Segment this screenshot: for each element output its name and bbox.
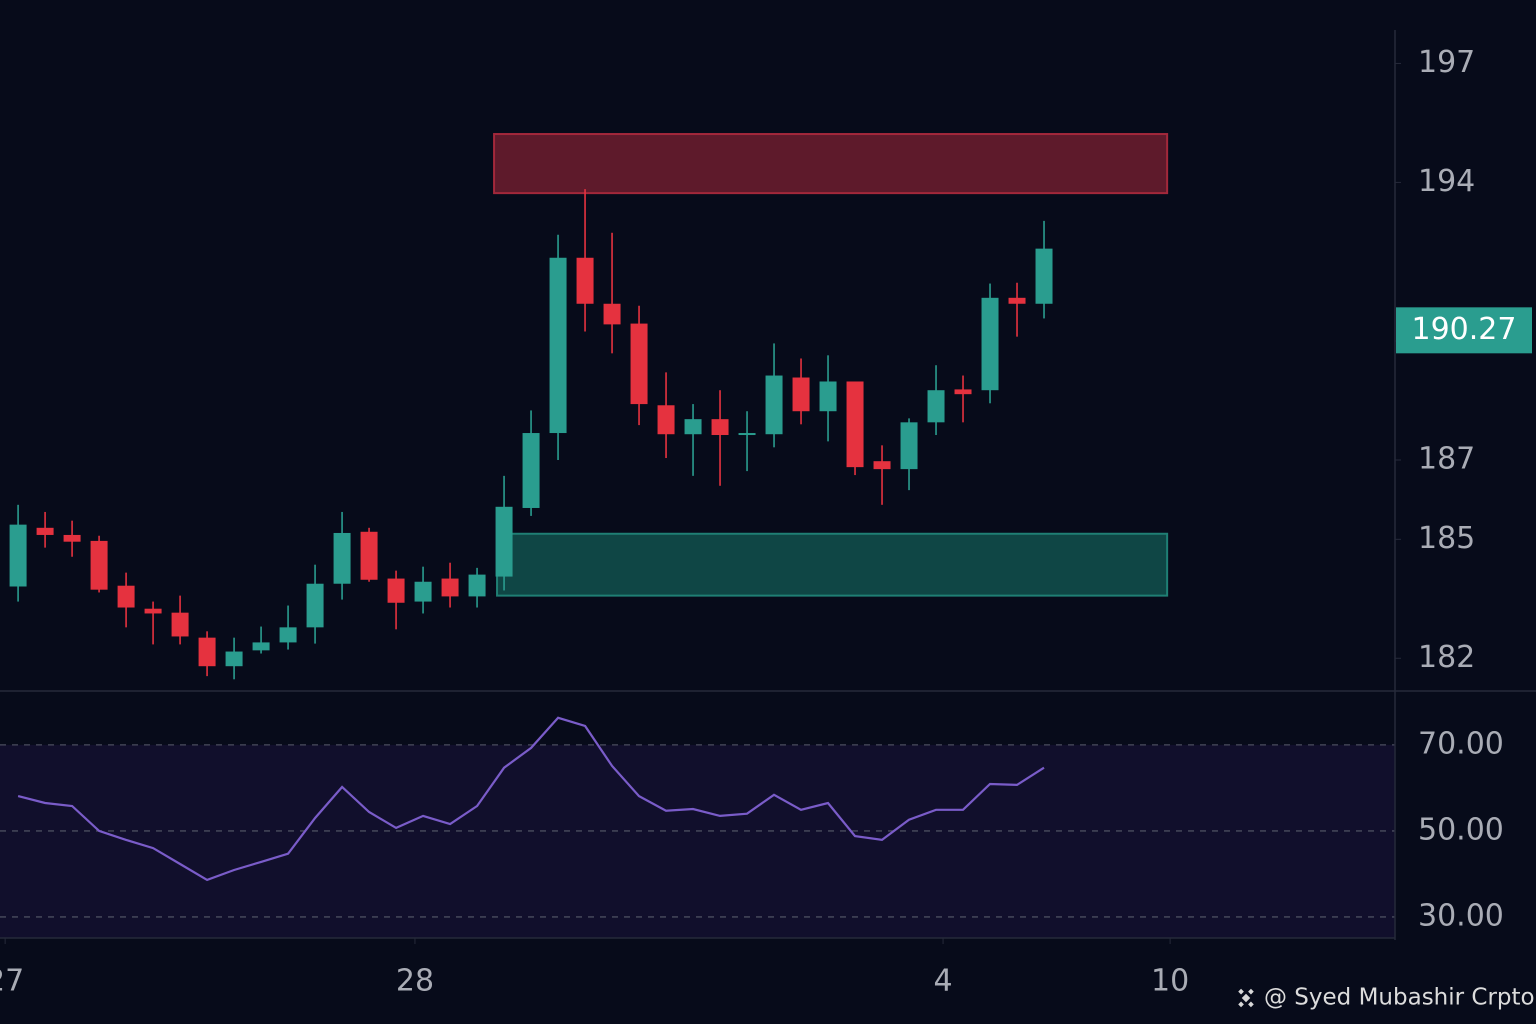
candle-body <box>63 534 81 542</box>
x-tick-label: 27 <box>0 964 24 999</box>
rsi-lines <box>17 716 1045 882</box>
candle-body <box>630 323 648 405</box>
candle-body <box>819 381 837 412</box>
y-tick-label: 70.00 <box>1418 726 1504 761</box>
candle-body <box>765 375 783 435</box>
rsi-panel <box>0 744 1395 938</box>
y-tick-label: 194 <box>1418 164 1475 199</box>
price-panel <box>9 133 1169 680</box>
candle-body <box>117 585 135 608</box>
candle-body <box>306 583 324 628</box>
candle-body <box>198 637 216 667</box>
candle-body <box>684 419 702 435</box>
candle-body <box>279 627 297 643</box>
y-tick-label: 185 <box>1418 521 1475 556</box>
candle-body <box>711 419 729 436</box>
candle-body <box>738 433 756 436</box>
candle-body <box>171 612 189 637</box>
candle-body <box>495 506 513 577</box>
watermark: @ Syed Mubashir Crpto <box>1238 985 1535 1011</box>
candle-body <box>576 257 594 304</box>
rsi-band <box>0 744 1395 938</box>
candle-body <box>792 377 810 412</box>
candle-body <box>36 527 54 535</box>
candle-body <box>954 389 972 395</box>
candle-body <box>603 303 621 325</box>
candle-body <box>441 578 459 597</box>
candle-body <box>9 524 27 587</box>
candle-body <box>333 532 351 584</box>
watermark-text: @ Syed Mubashir Crpto <box>1264 985 1535 1011</box>
candle-body <box>90 540 108 590</box>
x-tick-label: 28 <box>396 964 434 999</box>
candle-body <box>414 581 432 602</box>
zone <box>493 133 1169 195</box>
candle-body <box>1035 248 1053 304</box>
y-tick-label: 187 <box>1418 442 1475 477</box>
candle-body <box>549 257 567 434</box>
candle-body <box>927 390 945 423</box>
candle-body <box>981 297 999 391</box>
last-price-tag <box>1396 307 1532 354</box>
zone <box>496 532 1169 597</box>
candle-body <box>360 531 378 580</box>
candle-body <box>900 422 918 470</box>
x-tick-label: 4 <box>934 964 953 999</box>
y-tick-label: 50.00 <box>1418 812 1504 847</box>
last-price-label: 190.27 <box>1412 312 1517 347</box>
candle-body <box>468 574 486 597</box>
candle-body <box>1008 297 1026 304</box>
candle-body <box>657 405 675 435</box>
x-tick-label: 10 <box>1151 964 1189 999</box>
y-tick-label: 182 <box>1418 640 1475 675</box>
y-tick-label: 197 <box>1418 45 1475 80</box>
candle-body <box>846 381 864 468</box>
rsi-line <box>17 716 1045 882</box>
candle-body <box>252 642 270 651</box>
candle-body <box>387 578 405 603</box>
candle-body <box>873 461 891 470</box>
candle-body <box>225 651 243 667</box>
candle-body <box>522 433 540 508</box>
y-tick-label: 30.00 <box>1418 898 1504 933</box>
candle-body <box>144 608 162 614</box>
